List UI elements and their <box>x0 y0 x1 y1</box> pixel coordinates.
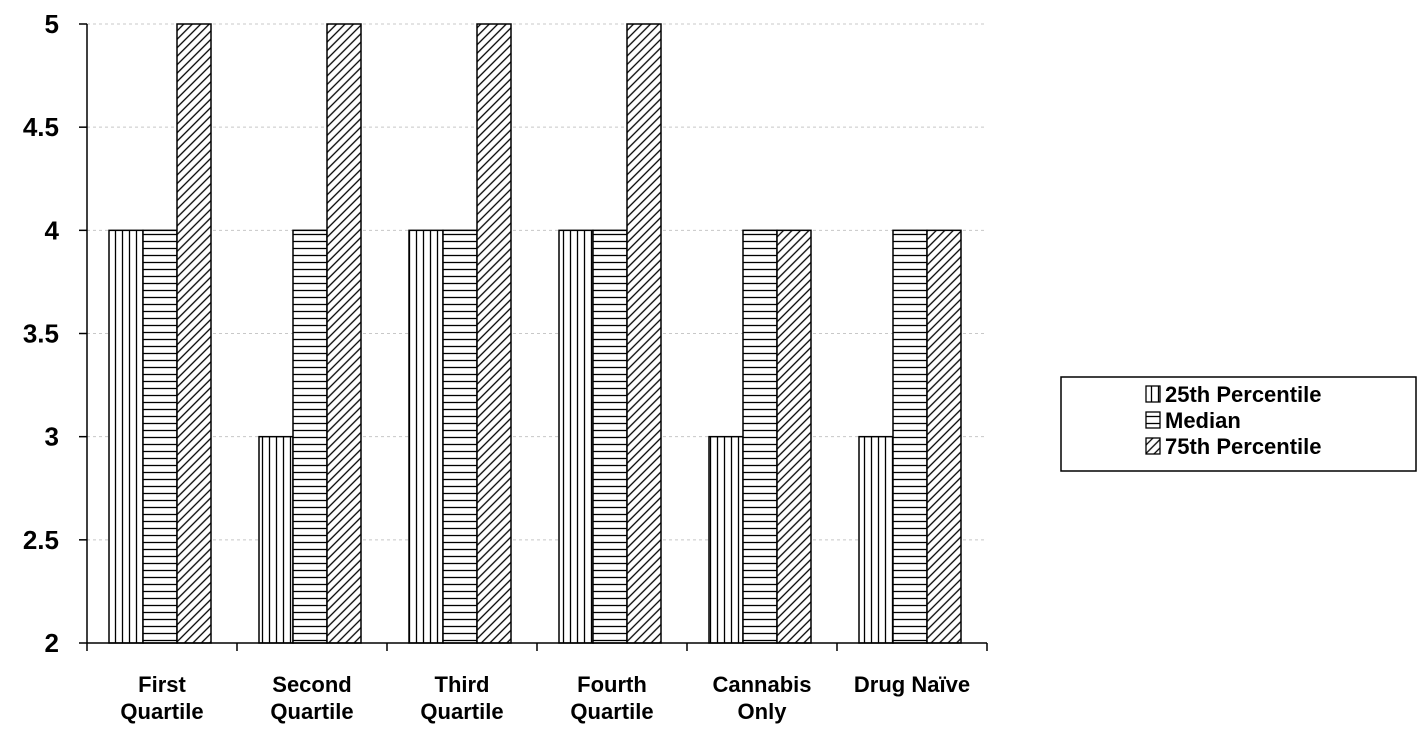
legend-swatch-diagonal <box>1145 437 1161 455</box>
x-tick-label-2: Third Quartile <box>420 672 503 724</box>
bar-diagonal-0 <box>176 23 212 644</box>
legend-label-horizontal: Median <box>1165 408 1241 433</box>
bar-vertical-5 <box>858 435 894 644</box>
legend-label-diagonal: 75th Percentile <box>1165 434 1322 459</box>
x-tick-label-3: Fourth Quartile <box>570 672 653 724</box>
bar-diagonal-3 <box>626 23 662 644</box>
bar-horizontal-5 <box>892 229 928 644</box>
bar-horizontal-3 <box>592 229 628 644</box>
legend-swatch-vertical <box>1145 385 1161 403</box>
x-tick-label-1: Second Quartile <box>270 672 353 724</box>
y-tick-label-0: 2 <box>45 628 59 658</box>
legend-label-vertical: 25th Percentile <box>1165 382 1322 407</box>
bar-horizontal-0 <box>142 229 178 644</box>
bar-horizontal-4 <box>742 229 778 644</box>
x-tick-label-0: First Quartile <box>120 672 203 724</box>
x-tick-label-5: Drug Naïve <box>854 672 970 697</box>
bar-diagonal-4 <box>776 229 812 644</box>
legend-swatch-horizontal <box>1145 411 1161 429</box>
bar-vertical-3 <box>558 229 594 644</box>
y-tick-label-5: 4.5 <box>23 112 59 142</box>
x-tick-label-4: Cannabis Only <box>712 672 811 724</box>
axes <box>79 23 988 651</box>
bar-horizontal-1 <box>292 229 328 644</box>
y-tick-label-2: 3 <box>45 422 59 452</box>
y-tick-label-3: 3.5 <box>23 319 59 349</box>
bar-vertical-4 <box>708 435 744 644</box>
gridlines <box>87 23 987 541</box>
y-tick-label-6: 5 <box>45 9 59 39</box>
bars <box>108 23 962 644</box>
bar-diagonal-1 <box>326 23 362 644</box>
y-tick-label-4: 4 <box>45 215 60 245</box>
bar-vertical-2 <box>408 229 444 644</box>
bar-vertical-0 <box>108 229 144 644</box>
bar-diagonal-5 <box>926 229 962 644</box>
tick-labels: 2 2.5 3 3.5 4 4.5 5 First Quartile Second Quartile… <box>23 9 970 724</box>
bar-vertical-1 <box>258 435 294 644</box>
bar-horizontal-2 <box>442 229 478 644</box>
legend-box <box>1060 376 1417 472</box>
bar-diagonal-2 <box>476 23 512 644</box>
y-tick-label-1: 2.5 <box>23 525 59 555</box>
